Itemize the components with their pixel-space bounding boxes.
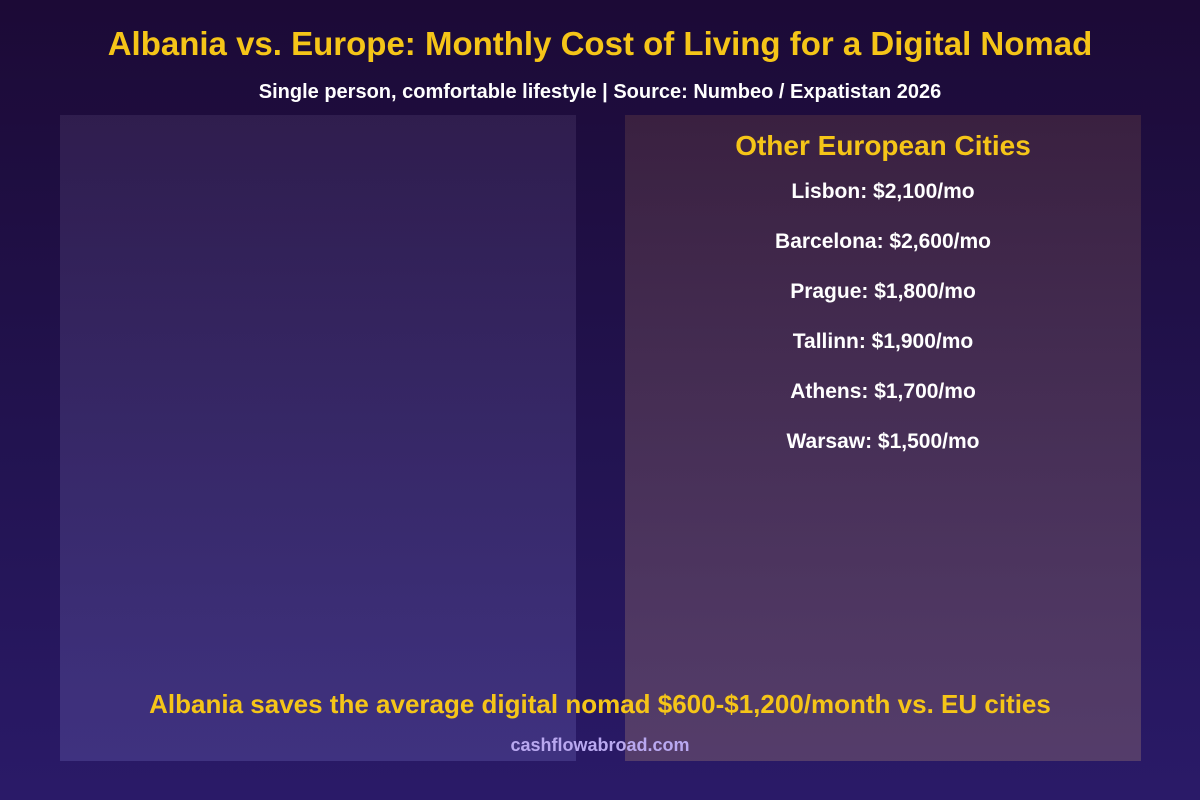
city-cost-lisbon: Lisbon: $2,100/mo (791, 180, 975, 203)
city-cost-barcelona: Barcelona: $2,600/mo (775, 230, 991, 253)
chart-subtitle: Single person, comfortable lifestyle | S… (258, 81, 942, 103)
site-footer-link[interactable]: cashflowabroad.com (510, 735, 690, 755)
city-cost-athens: Athens: $1,700/mo (790, 380, 976, 403)
european-cities-title: Other European Cities (735, 130, 1031, 161)
city-cost-tallinn: Tallinn: $1,900/mo (792, 330, 974, 353)
city-cost-list: Lisbon: $2,100/mo Barcelona: $2,600/mo P… (625, 178, 1141, 478)
savings-note: Albania saves the average digital nomad … (149, 689, 1051, 719)
chart-title: Albania vs. Europe: Monthly Cost of Livi… (107, 25, 1093, 62)
city-cost-prague: Prague: $1,800/mo (790, 280, 976, 303)
city-cost-warsaw: Warsaw: $1,500/mo (786, 430, 980, 453)
european-cities-panel: Other European Cities Lisbon: $2,100/mo … (625, 115, 1141, 761)
albania-panel (60, 115, 576, 761)
